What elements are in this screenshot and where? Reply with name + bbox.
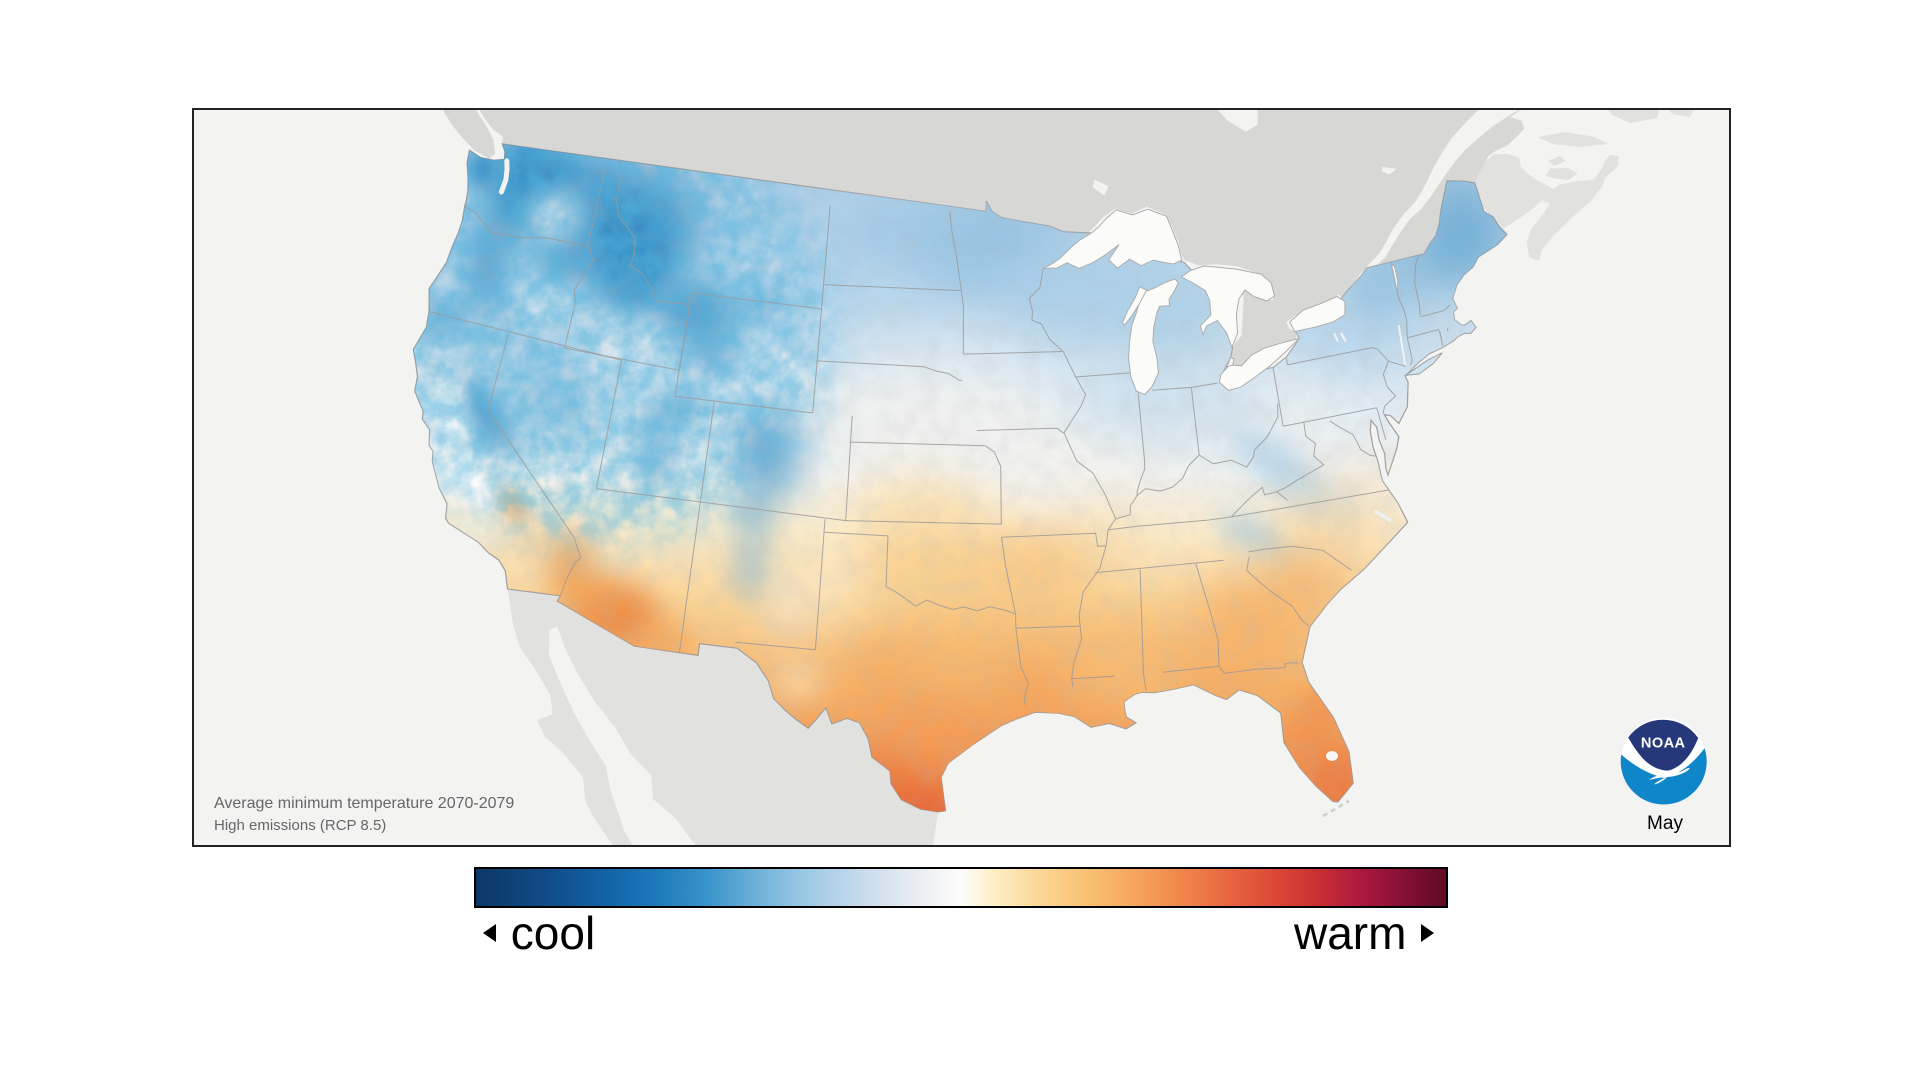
svg-text:NOAA: NOAA bbox=[1641, 736, 1686, 752]
